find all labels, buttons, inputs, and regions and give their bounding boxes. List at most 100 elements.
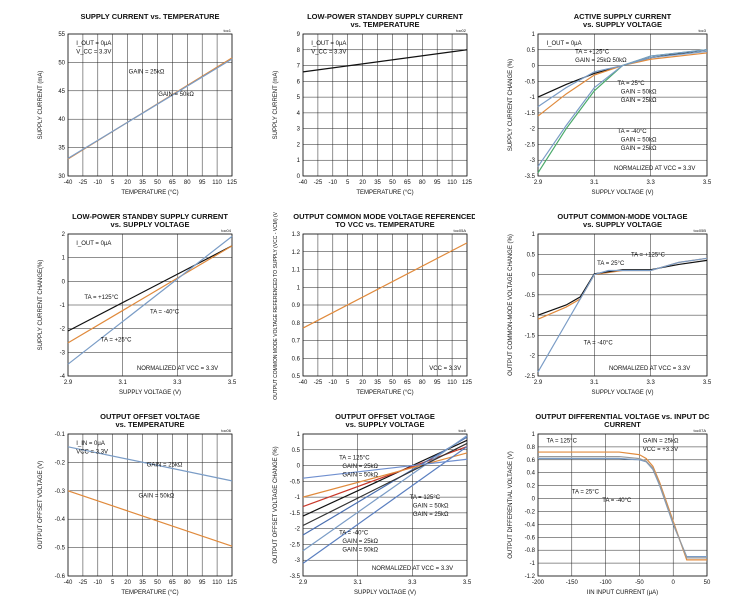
x-tick-label: 0 bbox=[672, 580, 676, 586]
annotation: TA = 25°C bbox=[617, 81, 645, 87]
annotation: GAIN = 25kΩ bbox=[643, 438, 679, 444]
series-line-7 bbox=[302, 446, 468, 564]
series-line-8 bbox=[302, 458, 468, 479]
series-line-1 bbox=[67, 446, 233, 482]
y-tick-label: -4 bbox=[60, 374, 66, 380]
annotation: GAIN = 25kΩ bbox=[129, 70, 165, 76]
x-tick-label: 2.9 bbox=[534, 180, 543, 186]
series-line-1 bbox=[302, 242, 468, 329]
series-line-3 bbox=[538, 455, 707, 559]
x-tick-label: 2.9 bbox=[534, 380, 543, 386]
series-line-2 bbox=[67, 58, 233, 159]
x-tick-label: -25 bbox=[79, 180, 88, 186]
y-axis-label: OUTPUT OFFSET VOLTAGE CHANGE (%) bbox=[273, 446, 279, 563]
series-line-1 bbox=[302, 49, 468, 73]
y-tick-label: -2 bbox=[530, 354, 536, 360]
x-tick-label: 20 bbox=[124, 180, 131, 186]
y-tick-label: 0.4 bbox=[527, 471, 536, 477]
annotation: TA = -40°C bbox=[617, 129, 647, 135]
y-tick-label: -0.6 bbox=[525, 535, 536, 541]
x-tick-label: -40 bbox=[299, 180, 308, 186]
chart-panel-toc9: OUTPUT DIFFERENTIAL VOLTAGE vs. INPUT DC… bbox=[508, 412, 711, 596]
chart-title: vs. SUPPLY VOLTAGE bbox=[346, 420, 425, 429]
x-tick-label: 95 bbox=[434, 380, 441, 386]
annotation: GAIN = 50kΩ bbox=[342, 548, 378, 554]
x-tick-label: -150 bbox=[566, 580, 579, 586]
annotation: TA = -40°C bbox=[150, 309, 180, 315]
y-tick-label: 1 bbox=[532, 432, 536, 438]
annotation: GAIN = 25kΩ bbox=[413, 512, 449, 518]
x-tick-label: 2.9 bbox=[64, 380, 73, 386]
plot-area bbox=[537, 433, 708, 577]
x-tick-label: 80 bbox=[419, 380, 426, 386]
annotation: VCC = +3.3V bbox=[643, 447, 678, 453]
x-tick-label: 50 bbox=[389, 180, 396, 186]
y-tick-label: 1.1 bbox=[292, 268, 301, 274]
x-tick-label: 20 bbox=[359, 180, 366, 186]
chart-title: vs. SUPPLY VOLTAGE bbox=[111, 220, 190, 229]
y-tick-label: 1.2 bbox=[292, 250, 301, 256]
annotation: NORMALIZED AT VCC = 3.3V bbox=[609, 366, 690, 372]
y-tick-label: -0.4 bbox=[55, 517, 66, 523]
x-tick-label: 65 bbox=[169, 580, 176, 586]
chart-panel-toc1: SUPPLY CURRENT vs. TEMPERATURE toc1 -40 -25… bbox=[38, 12, 238, 196]
x-tick-label: 80 bbox=[419, 180, 426, 186]
annotation: I_IN = 0µA bbox=[76, 441, 105, 447]
annotation: GAIN = 50kΩ bbox=[139, 494, 175, 500]
y-tick-label: -1.5 bbox=[525, 333, 536, 339]
x-tick-label: 65 bbox=[169, 180, 176, 186]
x-tick-label: -10 bbox=[93, 180, 102, 186]
figure-tag: toc02 bbox=[456, 28, 467, 33]
annotation: TA = 25°C bbox=[572, 489, 600, 495]
annotation: TA = +125°C bbox=[575, 50, 610, 56]
y-tick-label: 6 bbox=[297, 79, 301, 85]
series-line-5 bbox=[302, 435, 468, 552]
figure-tag: toc07A bbox=[694, 428, 707, 433]
annotation: TA = -40°C bbox=[584, 341, 614, 347]
y-tick-label: -3 bbox=[295, 558, 301, 564]
annotation: TA = +25°C bbox=[101, 338, 132, 344]
y-tick-label: -3 bbox=[60, 350, 66, 356]
chart-title: CURRENT bbox=[604, 420, 641, 429]
x-tick-label: -50 bbox=[635, 580, 644, 586]
y-tick-label: 2 bbox=[62, 232, 66, 238]
x-tick-label: 3.3 bbox=[646, 380, 655, 386]
y-tick-label: 0.5 bbox=[292, 448, 301, 454]
x-tick-label: 35 bbox=[139, 180, 146, 186]
x-axis-label: IIN INPUT CURRENT (µA) bbox=[587, 590, 658, 596]
annotation: VCC = 3.3V bbox=[76, 450, 108, 456]
chart-title: vs. SUPPLY VOLTAGE bbox=[583, 20, 662, 29]
y-axis-label: OUTPUT COMMON-MODE VOLTAGE CHANGE (%) bbox=[508, 234, 514, 376]
annotation: I_OUT = 0µA bbox=[76, 41, 111, 47]
annotation: GAIN = 50kΩ bbox=[413, 504, 449, 510]
y-tick-label: 7 bbox=[297, 64, 301, 70]
x-tick-label: 35 bbox=[374, 380, 381, 386]
y-axis-label: OUTPUT COMMON MODE VOLTAGE REFERENCED TO… bbox=[273, 212, 279, 400]
chart-title: vs. TEMPERATURE bbox=[350, 20, 419, 29]
y-tick-label: 0 bbox=[297, 464, 301, 470]
y-tick-label: -1.5 bbox=[525, 111, 536, 117]
x-tick-label: -10 bbox=[328, 380, 337, 386]
y-axis-label: OUTPUT DIFFERENTIAL VOLTAGE (V) bbox=[508, 451, 514, 558]
y-tick-label: 0 bbox=[532, 64, 536, 70]
plot-area bbox=[302, 33, 468, 177]
series-line-2 bbox=[67, 490, 233, 547]
series-line-1 bbox=[67, 245, 233, 332]
y-tick-label: 0.5 bbox=[292, 374, 301, 380]
y-tick-label: -0.6 bbox=[55, 574, 66, 580]
y-tick-label: -1 bbox=[530, 313, 536, 319]
x-tick-label: 50 bbox=[154, 180, 161, 186]
figure-tag: toc04 bbox=[221, 228, 232, 233]
series-line-1 bbox=[538, 451, 707, 561]
annotation: GAIN = 50kΩ bbox=[621, 89, 657, 95]
x-tick-label: 5 bbox=[111, 580, 115, 586]
x-tick-label: 125 bbox=[462, 180, 473, 186]
chart-title: LOW-POWER STANDBY SUPPLY CURRENT bbox=[72, 212, 228, 221]
y-tick-label: -1 bbox=[60, 303, 66, 309]
y-tick-label: -2.5 bbox=[525, 142, 536, 148]
y-tick-label: -2.5 bbox=[525, 374, 536, 380]
y-tick-label: -3.5 bbox=[525, 174, 536, 180]
x-axis-label: SUPPLY VOLTAGE (V) bbox=[592, 190, 654, 196]
y-tick-label: 1 bbox=[297, 158, 301, 164]
